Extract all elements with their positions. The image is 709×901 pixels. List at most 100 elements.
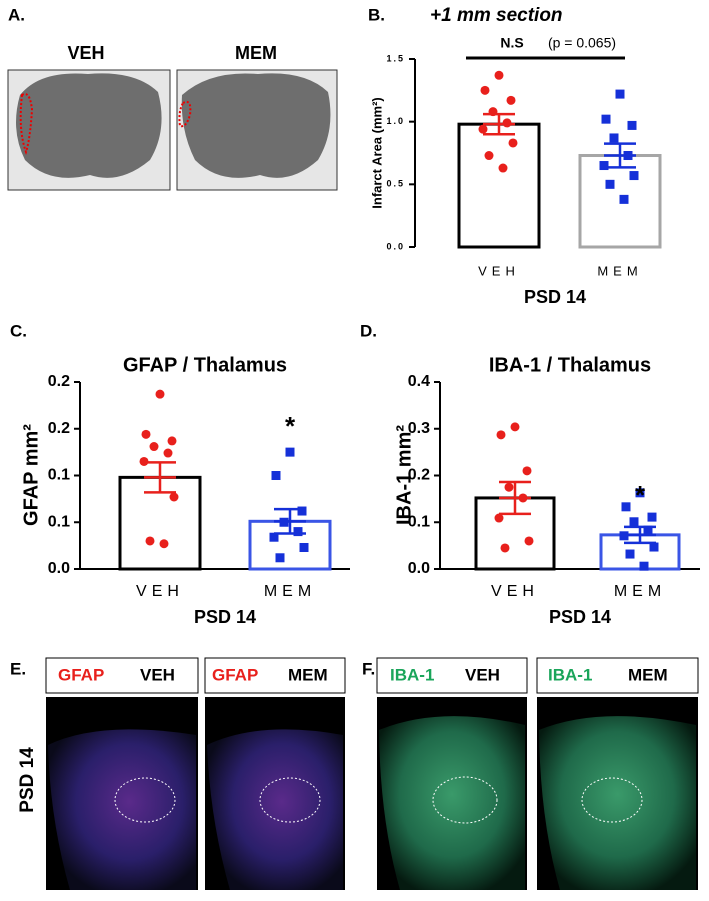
data-point — [504, 482, 514, 492]
row-label: PSD 14 — [17, 747, 38, 813]
x-tick-label: VEH — [478, 263, 520, 278]
y-tick-label: 0.5 — [386, 179, 405, 189]
data-point — [518, 493, 528, 503]
x-tick-label: VEH — [136, 583, 184, 600]
x-tick-label: MEM — [597, 263, 642, 278]
data-point — [500, 543, 510, 553]
data-point — [488, 107, 498, 117]
data-point — [167, 436, 177, 446]
chart-title: GFAP / Thalamus — [123, 354, 287, 376]
data-point — [619, 194, 629, 204]
x-axis-label: PSD 14 — [524, 287, 586, 307]
data-point — [629, 517, 639, 527]
chart-title: +1 mm section — [430, 5, 563, 26]
panel-label: A. — [8, 5, 25, 24]
data-point — [510, 422, 520, 432]
brain-image — [176, 69, 338, 191]
data-point — [155, 389, 165, 399]
data-point — [498, 163, 508, 173]
y-tick-label: 0.2 — [48, 420, 70, 437]
error-bar — [624, 525, 656, 545]
y-tick-label: 1.0 — [386, 116, 405, 126]
y-tick-label: 0.2 — [408, 467, 430, 484]
significance: * — [285, 411, 296, 441]
data-point — [623, 151, 633, 161]
data-point — [627, 120, 637, 130]
data-point — [635, 488, 645, 498]
error-bar — [483, 112, 515, 136]
x-tick-label: MEM — [614, 583, 666, 600]
fluorescence-image — [537, 697, 698, 890]
bar — [457, 122, 541, 249]
data-point — [293, 527, 303, 537]
stain-label: IBA-1 — [548, 665, 592, 684]
y-tick-label: 0.2 — [48, 373, 70, 390]
data-point — [297, 506, 307, 516]
data-point — [149, 442, 159, 452]
fluorescence-image — [46, 697, 198, 890]
error-bar — [604, 142, 636, 169]
data-point — [269, 532, 279, 542]
data-point — [145, 536, 155, 546]
data-point — [639, 561, 649, 571]
data-point — [275, 553, 285, 563]
panel-label: E. — [10, 659, 26, 678]
data-point — [625, 549, 635, 559]
data-point — [615, 89, 625, 99]
data-point — [141, 429, 151, 439]
data-point — [478, 124, 488, 134]
data-point — [647, 512, 657, 522]
error-bar — [499, 480, 531, 516]
x-axis-label: PSD 14 — [194, 607, 256, 627]
data-point — [285, 447, 295, 457]
panel-label: C. — [10, 321, 27, 340]
panel-label: D. — [360, 321, 377, 340]
y-tick-label: 0.4 — [408, 373, 430, 390]
data-point — [169, 492, 179, 502]
data-point — [619, 531, 629, 541]
y-tick-label: 0.0 — [386, 241, 405, 251]
data-point — [524, 536, 534, 546]
fluorescence-image — [377, 697, 527, 890]
y-tick-label: 1.5 — [386, 53, 405, 63]
panel-label: B. — [368, 5, 385, 24]
x-tick-label: VEH — [491, 583, 539, 600]
data-point — [271, 471, 281, 480]
y-axis-label: IBA-1 mm² — [393, 425, 415, 525]
data-point — [484, 151, 494, 161]
stain-label: GFAP — [212, 665, 258, 684]
error-bar — [144, 461, 176, 494]
fluorescence-image — [205, 697, 345, 890]
chart-title: IBA-1 / Thalamus — [489, 354, 651, 376]
data-point — [139, 456, 149, 466]
y-tick-label: 0.1 — [48, 467, 70, 484]
data-point — [502, 118, 512, 128]
data-point — [643, 525, 653, 535]
group-label: VEH — [140, 665, 175, 684]
data-point — [508, 138, 518, 148]
annotation-label: N.S — [500, 35, 523, 51]
group-label: MEM — [288, 665, 328, 684]
significance: * — [635, 480, 646, 510]
data-point — [494, 513, 504, 523]
y-tick-label: 0.3 — [408, 420, 430, 437]
group-label: MEM — [628, 665, 668, 684]
y-tick-label: 0.0 — [48, 560, 70, 577]
data-point — [494, 70, 504, 80]
data-point — [629, 171, 639, 181]
error-bar — [274, 507, 306, 535]
y-tick-label: 0.1 — [408, 513, 430, 530]
y-tick-label: 0.0 — [408, 560, 430, 577]
x-tick-label: MEM — [264, 583, 316, 600]
data-point — [621, 502, 631, 512]
data-point — [609, 133, 619, 143]
x-axis-label: PSD 14 — [549, 607, 611, 627]
stain-label: IBA-1 — [390, 665, 434, 684]
data-point — [480, 85, 490, 95]
y-tick-label: 0.1 — [48, 513, 70, 530]
data-point — [299, 542, 309, 552]
data-point — [599, 161, 609, 171]
image-label: VEH — [67, 43, 104, 63]
data-point — [506, 95, 516, 105]
